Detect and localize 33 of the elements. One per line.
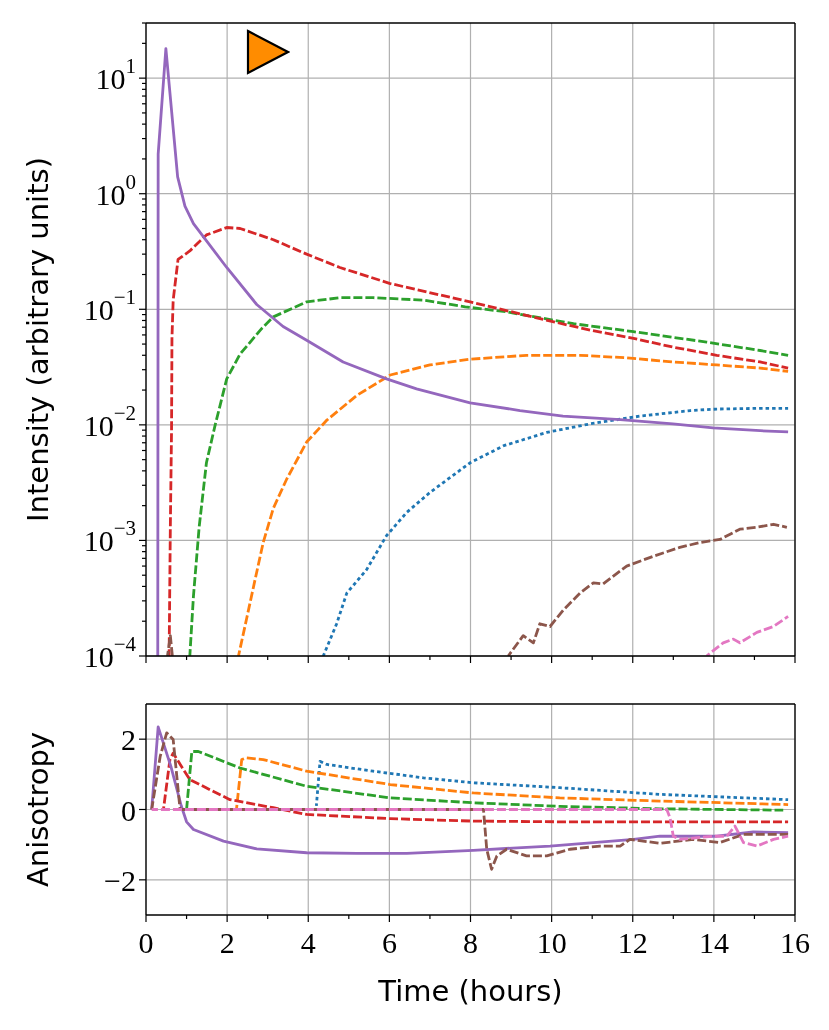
x-tick-label: 4 — [300, 925, 316, 959]
y-axis-title: Anisotropy — [21, 731, 55, 888]
line-series — [237, 353, 790, 656]
line-series — [162, 751, 790, 824]
x-tick-label: 16 — [780, 925, 810, 959]
y-tick-label: 2 — [121, 722, 136, 756]
line-series — [321, 406, 790, 656]
y-axis-title: Intensity (arbitrary units) — [21, 157, 55, 522]
line-series — [150, 808, 790, 848]
y-tick-label: 10$^{−2}$ — [83, 400, 136, 442]
y-tick-label: −2 — [104, 863, 136, 897]
line-series — [185, 750, 785, 812]
line-series — [150, 725, 790, 855]
line-series — [156, 47, 790, 656]
y-tick-label: 10$^{−4}$ — [83, 632, 137, 673]
line-series — [705, 615, 790, 656]
line-series — [167, 226, 790, 656]
y-tick-label: 10$^{−3}$ — [83, 516, 136, 557]
x-tick-label: 10 — [536, 925, 567, 959]
line-series — [188, 296, 790, 656]
line-series — [150, 731, 790, 871]
y-tick-label: 10$^{0}$ — [95, 169, 136, 211]
x-axis-title: Time (hours) — [377, 974, 563, 1008]
line-series — [314, 759, 790, 808]
x-tick-label: 8 — [463, 925, 478, 959]
x-tick-label: 2 — [219, 925, 235, 959]
line-series — [235, 756, 790, 811]
y-tick-label: 10$^{1}$ — [95, 54, 136, 95]
y-tick-label: 10$^{−1}$ — [83, 285, 136, 326]
y-tick-label: 0 — [121, 793, 136, 826]
x-tick-label: 12 — [617, 925, 648, 959]
x-tick-label: 14 — [698, 925, 729, 959]
x-tick-label: 6 — [381, 925, 397, 959]
